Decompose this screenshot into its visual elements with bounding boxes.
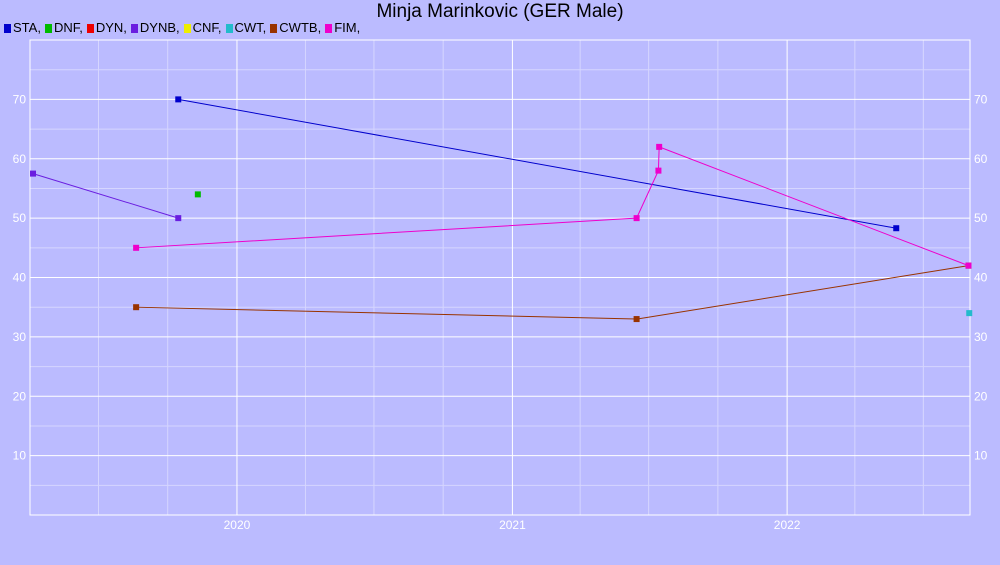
y-tick-label-left: 70 <box>13 92 27 106</box>
y-tick-label-right: 60 <box>974 152 988 166</box>
data-point-cwt <box>966 310 973 317</box>
series-line-dynb <box>32 173 179 219</box>
y-tick-label-right: 40 <box>974 271 988 285</box>
legend-label: DYN, <box>95 20 127 35</box>
legend-item-dyn: DYN, <box>86 20 127 35</box>
legend-item-sta: STA, <box>4 20 41 35</box>
x-tick-label: 2020 <box>224 518 251 532</box>
legend-label: STA, <box>13 20 41 35</box>
chart-title: Minja Marinkovic (GER Male) <box>376 1 624 22</box>
data-point-fim <box>655 167 662 174</box>
data-point-dynb <box>30 170 37 177</box>
legend-label: DNF, <box>53 20 83 35</box>
y-tick-label-left: 30 <box>13 330 27 344</box>
data-point-cwtb <box>133 304 140 311</box>
y-tick-label-right: 70 <box>974 92 988 106</box>
legend-label: CNF, <box>192 20 222 35</box>
legend-swatch <box>4 24 11 33</box>
series-line-cwtb <box>136 265 969 320</box>
legend-item-dynb: DYNB, <box>130 20 180 35</box>
x-tick-label: 2022 <box>774 518 801 532</box>
data-point-fim <box>656 143 663 150</box>
legend-swatch <box>270 24 278 33</box>
legend-label: CWT, <box>234 20 267 35</box>
legend-label: FIM, <box>334 20 361 35</box>
y-tick-label-right: 30 <box>974 330 988 344</box>
legend-item-cwt: CWT, <box>225 20 267 35</box>
y-tick-label-left: 20 <box>13 389 27 403</box>
legend-swatch <box>225 24 233 33</box>
data-point-fim <box>965 262 972 269</box>
y-tick-label-left: 60 <box>13 152 27 166</box>
data-point-fim <box>133 244 140 251</box>
legend-swatch <box>86 24 94 33</box>
y-tick-label-left: 40 <box>13 271 27 285</box>
data-point-dynb <box>175 215 182 222</box>
y-tick-label-right: 20 <box>974 389 988 403</box>
legend-swatch <box>325 24 333 33</box>
y-tick-label-left: 10 <box>13 449 27 463</box>
data-point-fim <box>633 215 640 222</box>
legend-swatch <box>44 24 52 33</box>
data-point-dnf <box>194 191 201 198</box>
legend-label: CWTB, <box>279 20 322 35</box>
legend: STA, DNF, DYN, DYNB, CNF, CWT, CWTB, FIM, <box>4 20 364 35</box>
legend-item-dnf: DNF, <box>44 20 83 35</box>
legend-swatch <box>130 24 138 33</box>
y-tick-label-left: 50 <box>13 211 27 225</box>
data-point-sta <box>893 225 900 232</box>
legend-label: DYNB, <box>139 20 180 35</box>
legend-item-cnf: CNF, <box>183 20 222 35</box>
x-tick-label: 2021 <box>499 518 526 532</box>
y-tick-label-right: 10 <box>974 449 988 463</box>
data-point-cwtb <box>633 316 640 323</box>
series-line-sta <box>178 98 897 229</box>
legend-item-cwtb: CWTB, <box>270 20 321 35</box>
legend-swatch <box>183 24 191 33</box>
legend-item-fim: FIM, <box>325 20 360 35</box>
data-point-sta <box>175 96 182 103</box>
plot-border <box>29 39 971 516</box>
y-tick-label-right: 50 <box>974 211 988 225</box>
